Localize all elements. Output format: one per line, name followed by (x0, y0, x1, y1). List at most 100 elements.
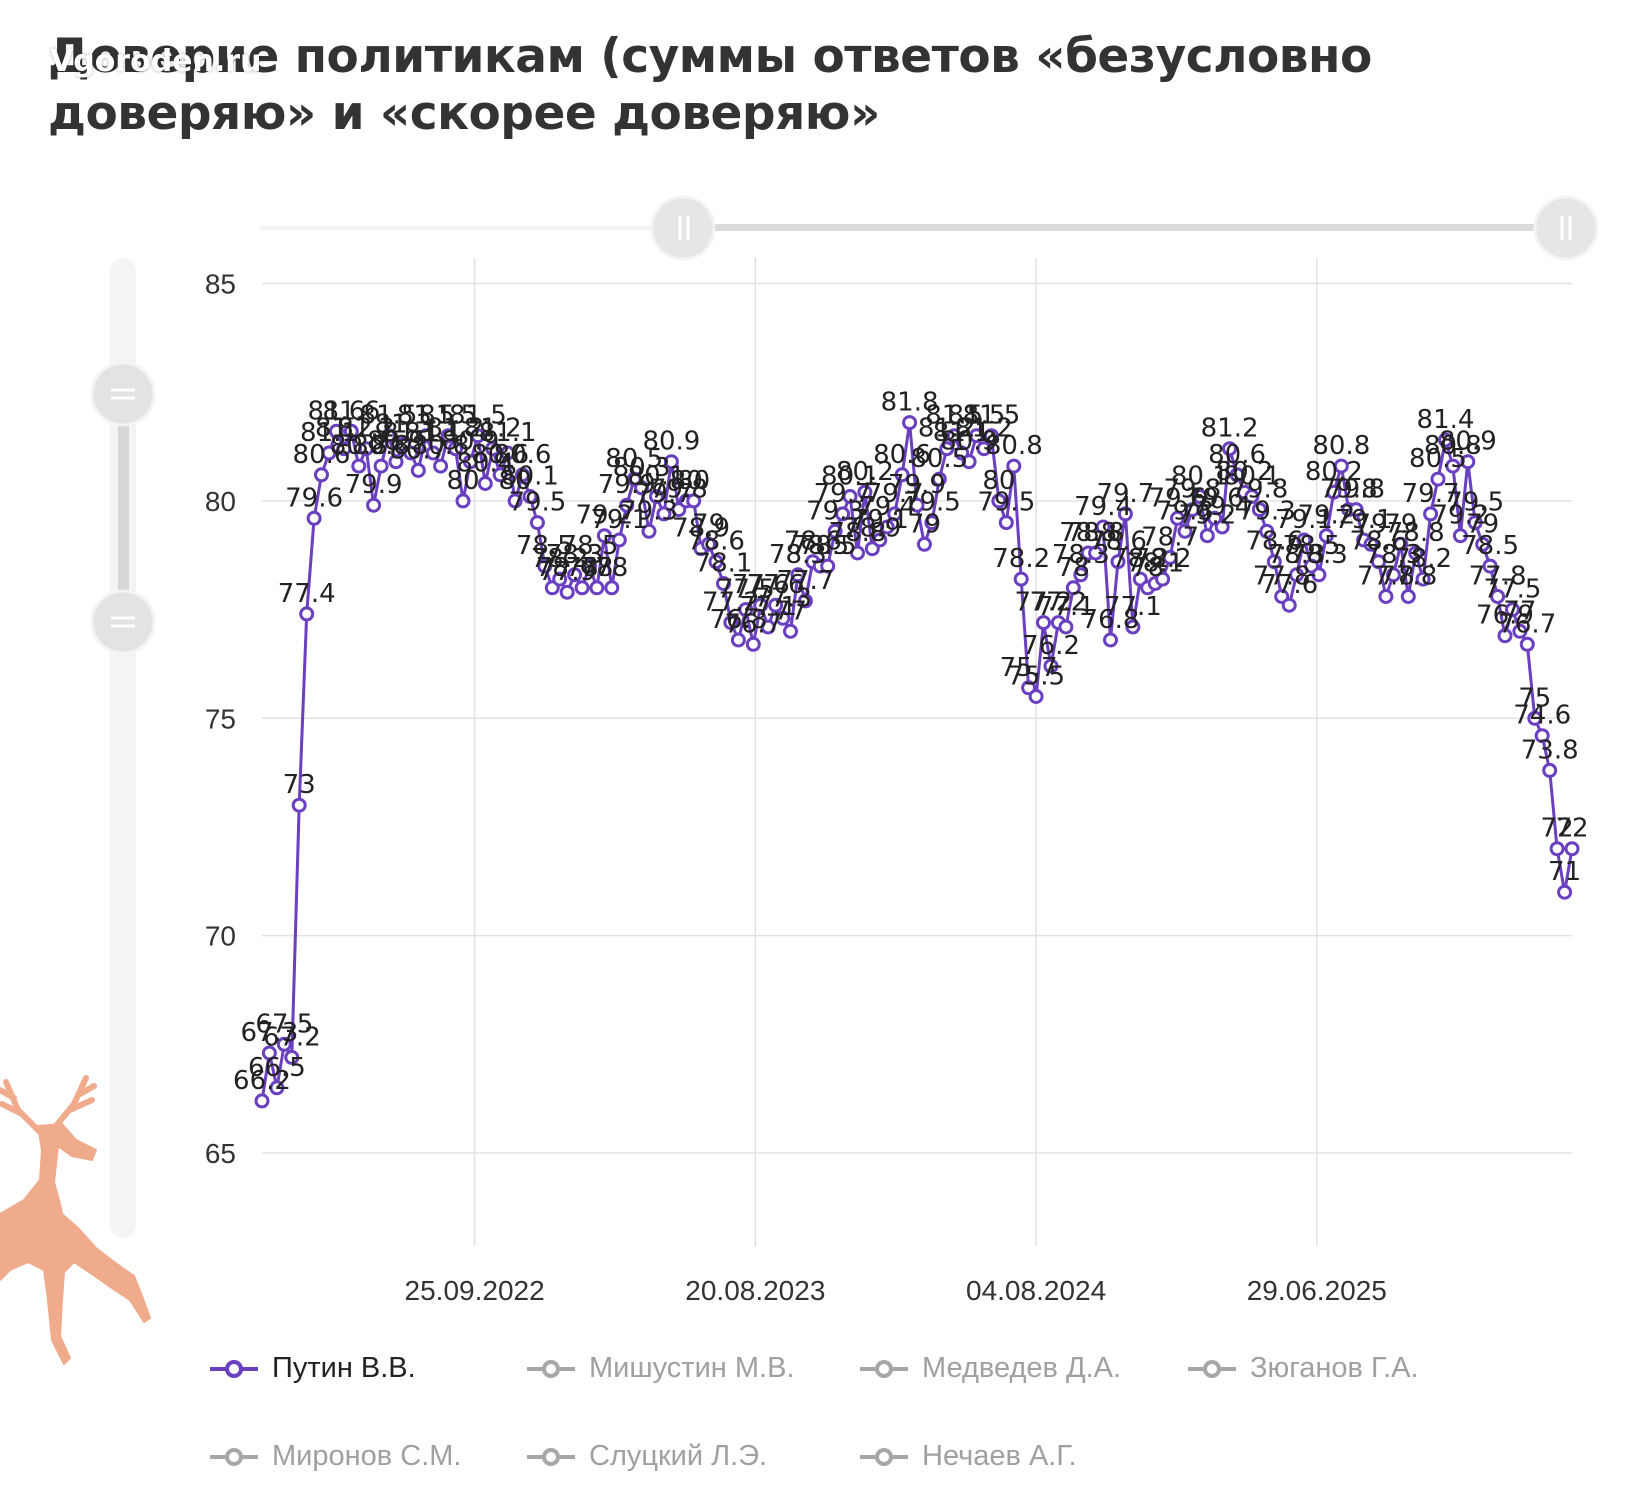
data-point[interactable] (1095, 519, 1111, 535)
data-point[interactable] (768, 597, 784, 613)
x-range-navigator[interactable] (260, 195, 1599, 261)
data-point[interactable] (857, 484, 873, 500)
data-point[interactable] (1490, 589, 1506, 604)
data-point[interactable] (351, 458, 367, 474)
data-point[interactable] (1170, 510, 1185, 526)
data-point[interactable] (1475, 536, 1491, 552)
data-point[interactable] (1460, 454, 1476, 470)
data-point[interactable] (1155, 571, 1171, 587)
data-point[interactable] (1162, 549, 1178, 565)
data-point[interactable] (522, 489, 538, 504)
data-point[interactable] (1564, 841, 1580, 857)
data-point[interactable] (448, 441, 463, 457)
data-point[interactable] (1058, 619, 1074, 635)
data-point[interactable] (887, 506, 903, 522)
data-point[interactable] (373, 458, 389, 474)
data-point[interactable] (477, 476, 493, 491)
data-point[interactable] (1244, 489, 1260, 504)
data-point[interactable] (641, 523, 657, 539)
data-point[interactable] (1318, 528, 1334, 544)
data-point[interactable] (403, 445, 419, 461)
data-point[interactable] (1251, 502, 1267, 518)
data-point[interactable] (276, 1036, 292, 1052)
data-point[interactable] (1452, 528, 1468, 544)
data-point[interactable] (760, 619, 776, 635)
data-point[interactable] (879, 519, 895, 535)
y-range-handle-bottom[interactable] (90, 589, 156, 655)
data-point[interactable] (1438, 432, 1453, 448)
data-point[interactable] (269, 1080, 285, 1096)
data-point[interactable] (1326, 484, 1342, 500)
data-point[interactable] (500, 445, 516, 461)
data-point[interactable] (708, 554, 724, 570)
data-point[interactable] (552, 571, 568, 587)
data-point[interactable] (916, 536, 932, 552)
data-point[interactable] (314, 467, 329, 483)
data-point[interactable] (455, 493, 471, 509)
data-point[interactable] (1497, 628, 1513, 644)
x-range-handle-right[interactable] (1533, 195, 1599, 261)
data-point[interactable] (261, 1045, 277, 1061)
data-point[interactable] (1296, 532, 1312, 548)
data-point[interactable] (410, 462, 426, 478)
data-point[interactable] (433, 458, 449, 474)
data-point[interactable] (723, 615, 739, 631)
data-point[interactable] (983, 428, 999, 444)
data-point[interactable] (1519, 636, 1535, 652)
data-point[interactable] (1542, 762, 1558, 778)
data-point[interactable] (358, 441, 374, 457)
data-point[interactable] (336, 441, 352, 457)
data-point[interactable] (753, 597, 769, 613)
data-point[interactable] (1363, 536, 1379, 552)
data-point[interactable] (842, 489, 858, 504)
data-point[interactable] (872, 532, 888, 548)
legend-zyuganov[interactable]: Зюганов Г.А. (1186, 1352, 1419, 1385)
data-point[interactable] (1043, 658, 1059, 674)
data-point[interactable] (902, 415, 918, 431)
data-point[interactable] (567, 567, 583, 583)
data-point[interactable] (418, 428, 434, 444)
data-point[interactable] (1117, 506, 1133, 522)
data-point[interactable] (1557, 884, 1573, 900)
data-point[interactable] (656, 506, 672, 522)
data-point[interactable] (1400, 589, 1416, 604)
data-point[interactable] (939, 441, 955, 457)
data-point[interactable] (969, 428, 984, 444)
data-point[interactable] (775, 610, 791, 626)
data-point[interactable] (909, 497, 925, 513)
data-point[interactable] (1192, 489, 1208, 504)
data-point[interactable] (1527, 710, 1543, 726)
data-point[interactable] (1378, 589, 1394, 604)
data-point[interactable] (1371, 554, 1386, 570)
data-point[interactable] (1408, 545, 1424, 561)
data-point[interactable] (991, 493, 1007, 509)
data-point[interactable] (1259, 523, 1275, 539)
y-range-handle-top[interactable] (90, 361, 156, 427)
data-point[interactable] (634, 480, 650, 496)
data-point[interactable] (1549, 841, 1565, 857)
data-point[interactable] (1423, 506, 1439, 522)
data-point[interactable] (931, 471, 947, 487)
data-point[interactable] (537, 558, 553, 574)
data-point[interactable] (425, 445, 441, 461)
data-point[interactable] (1214, 519, 1230, 535)
data-point[interactable] (470, 428, 486, 444)
data-point[interactable] (440, 428, 456, 444)
data-point[interactable] (1125, 619, 1141, 635)
data-point[interactable] (1333, 458, 1349, 474)
data-point[interactable] (1013, 571, 1029, 587)
data-point[interactable] (1036, 615, 1051, 631)
data-point[interactable] (1028, 689, 1044, 704)
data-point[interactable] (559, 584, 575, 600)
data-point[interactable] (1311, 567, 1327, 583)
legend-medvedev[interactable]: Медведев Д.А. (858, 1352, 1121, 1385)
data-point[interactable] (1103, 632, 1118, 648)
data-point[interactable] (1110, 554, 1126, 570)
data-point[interactable] (306, 510, 322, 526)
data-point[interactable] (998, 515, 1014, 531)
data-point[interactable] (1088, 545, 1104, 561)
data-point[interactable] (1385, 567, 1401, 583)
legend-mironov[interactable]: Миронов С.М. (208, 1440, 461, 1473)
data-point[interactable] (1512, 623, 1528, 639)
data-point[interactable] (1415, 571, 1431, 587)
